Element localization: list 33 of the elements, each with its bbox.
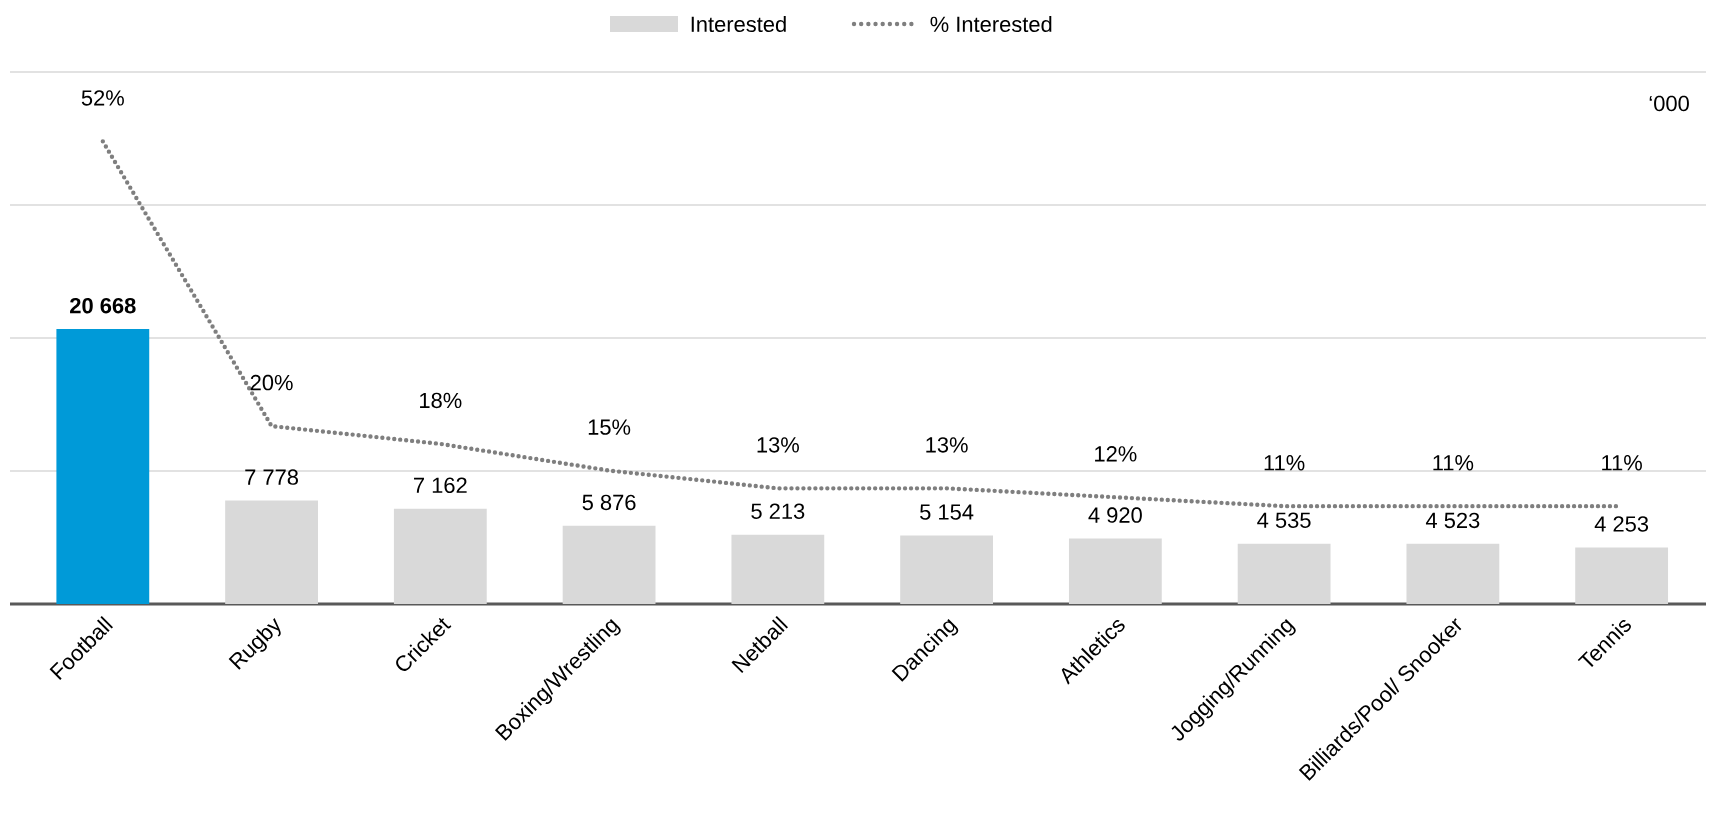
data-label: 4 523: [1425, 512, 1480, 529]
bar: [56, 329, 150, 604]
bar: [731, 534, 825, 604]
bar: [225, 500, 318, 604]
data-label: 11%: [1602, 455, 1642, 471]
bar: [1575, 547, 1669, 604]
data-label: 20 668: [70, 297, 136, 314]
data-label: 4 920: [1088, 507, 1142, 523]
data-label: 7 162: [414, 477, 467, 494]
data-label: 52%: [81, 90, 124, 106]
data-label: 5 154: [920, 504, 974, 520]
data-label: 12%: [1095, 446, 1137, 462]
bar: [1237, 543, 1331, 604]
bar: [1406, 543, 1500, 604]
bar: [900, 535, 994, 604]
data-label: 4 253: [1594, 516, 1649, 532]
data-label: 4 535: [1257, 512, 1311, 528]
annotation: ‘000: [1649, 95, 1689, 112]
bar: [562, 525, 656, 604]
legend-label: Interested: [691, 15, 786, 33]
data-label: 7 778: [245, 469, 298, 485]
data-label: 13%: [926, 437, 968, 453]
bar: [393, 508, 487, 604]
data-label: 5 876: [582, 494, 636, 511]
data-label: 20%: [250, 374, 293, 391]
data-label: 11%: [1433, 455, 1474, 471]
data-label: 5 213: [751, 503, 805, 519]
data-label: 15%: [588, 419, 631, 435]
bar: [1068, 538, 1162, 604]
data-label: 11%: [1264, 455, 1305, 471]
data-label: 18%: [420, 392, 462, 409]
legend-label: % Interested: [930, 15, 1052, 33]
data-label: 13%: [757, 437, 799, 453]
